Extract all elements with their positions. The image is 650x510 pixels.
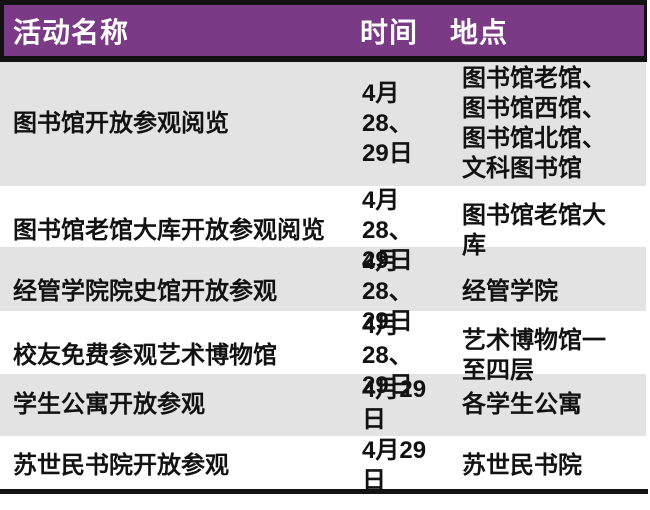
cell-location: 图书馆老馆、 图书馆西馆、 图书馆北馆、 文科图书馆 xyxy=(462,65,606,182)
cell-activity-name: 图书馆老馆大库开放参观阅览 xyxy=(13,217,325,244)
cell-location: 苏世民书院 xyxy=(462,452,582,479)
cell-activity-name: 苏世民书院开放参观 xyxy=(13,452,229,479)
cell-activity-name: 校友免费参观艺术博物馆 xyxy=(13,342,277,369)
cell-activity-name: 图书馆开放参观阅览 xyxy=(13,110,229,137)
cell-time: 4月28、 29日 xyxy=(362,312,413,399)
table-row: 学生公寓开放参观 4月29 日 各学生公寓 xyxy=(0,374,646,436)
cell-time: 4月28、 29日 xyxy=(362,80,413,167)
cell-time: 4月28、 29日 xyxy=(362,187,413,274)
cell-location: 经管学院 xyxy=(462,278,558,305)
cell-time: 4月28、 29日 xyxy=(362,248,413,335)
table-header-row: 活动名称 时间 地点 xyxy=(0,0,647,62)
cell-time: 4月29 日 xyxy=(362,376,427,433)
table-row: 经管学院院史馆开放参观 4月28、 29日 经管学院 xyxy=(0,247,646,335)
cell-location: 艺术博物馆一 至四层 xyxy=(462,327,606,384)
cell-location: 各学生公寓 xyxy=(462,391,582,418)
table-bottom-border xyxy=(0,489,648,494)
cell-time: 4月29 日 xyxy=(362,437,427,494)
cell-activity-name: 经管学院院史馆开放参观 xyxy=(13,278,277,305)
table-row: 图书馆开放参观阅览 4月28、 29日 图书馆老馆、 图书馆西馆、 图书馆北馆、… xyxy=(0,62,646,186)
header-activity-name: 活动名称 xyxy=(13,16,130,48)
cell-location: 图书馆老馆大 库 xyxy=(462,202,606,259)
header-location: 地点 xyxy=(450,16,509,48)
table-row: 苏世民书院开放参观 4月29 日 苏世民书院 xyxy=(0,436,646,494)
table-row: 图书馆老馆大库开放参观阅览 4月28、 29日 图书馆老馆大 库 xyxy=(0,186,646,274)
table-row: 校友免费参观艺术博物馆 4月28、 29日 艺术博物馆一 至四层 xyxy=(0,311,646,399)
table-body: 图书馆开放参观阅览 4月28、 29日 图书馆老馆、 图书馆西馆、 图书馆北馆、… xyxy=(0,62,646,494)
header-time: 时间 xyxy=(360,16,419,48)
cell-activity-name: 学生公寓开放参观 xyxy=(13,391,205,418)
